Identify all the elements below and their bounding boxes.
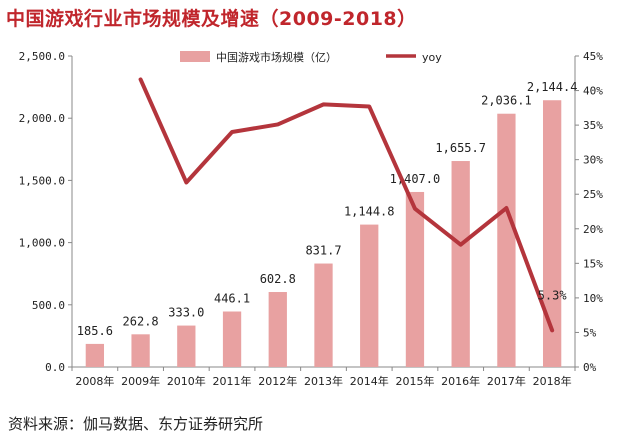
bar-value-label: 2,036.1 bbox=[481, 94, 532, 108]
yoy-point bbox=[367, 104, 371, 108]
x-tick-label: 2010年 bbox=[167, 374, 206, 388]
bar bbox=[268, 292, 287, 367]
source-note: 资料来源：伽马数据、东方证券研究所 bbox=[8, 415, 264, 433]
x-tick-label: 2016年 bbox=[441, 374, 480, 388]
yoy-line bbox=[138, 77, 555, 333]
bar bbox=[451, 161, 470, 367]
bar-value-label: 1,407.0 bbox=[390, 172, 441, 186]
bar bbox=[314, 263, 333, 367]
left-tick-label: 0.0 bbox=[45, 361, 65, 374]
right-tick-label: 15% bbox=[583, 257, 603, 270]
chart-area: 185.6 262.8 333.0 446.1 602.8 831.7 1,144.8 1,4… bbox=[0, 34, 617, 406]
left-tick-label: 1,000.0 bbox=[19, 237, 65, 250]
right-tick-label: 10% bbox=[583, 292, 603, 305]
left-tick-label: 2,000.0 bbox=[19, 112, 65, 125]
left-tick-label: 500.0 bbox=[32, 299, 65, 312]
yoy-point bbox=[230, 130, 234, 134]
bar bbox=[85, 343, 105, 367]
left-tick-label: 2,500.0 bbox=[19, 50, 65, 63]
left-tick-label: 1,500.0 bbox=[19, 174, 65, 187]
bar-value-label: 1,655.7 bbox=[435, 141, 486, 155]
yoy-point bbox=[459, 243, 463, 247]
x-tick-label: 2012年 bbox=[258, 374, 297, 388]
bar-value-label: 333.0 bbox=[168, 306, 204, 320]
bar bbox=[405, 191, 425, 367]
legend-bar-swatch bbox=[180, 51, 210, 62]
x-tick-label: 2017年 bbox=[487, 374, 526, 388]
bar-value-label: 2,144.4 bbox=[527, 80, 578, 94]
right-tick-label: 35% bbox=[583, 119, 603, 132]
yoy-point bbox=[276, 122, 280, 126]
bar-value-label: 185.6 bbox=[77, 324, 113, 338]
bar bbox=[177, 325, 196, 367]
x-tick-label: 2015年 bbox=[395, 374, 434, 388]
bar-value-label: 1,144.8 bbox=[344, 205, 395, 219]
bar bbox=[497, 113, 516, 367]
bar bbox=[360, 224, 379, 367]
yoy-point bbox=[184, 180, 188, 184]
x-tick-label: 2018年 bbox=[533, 374, 572, 388]
yoy-point bbox=[322, 102, 325, 106]
bar-value-label: 831.7 bbox=[305, 244, 341, 258]
yoy-point bbox=[504, 206, 508, 210]
yoy-point bbox=[413, 207, 417, 211]
right-tick-label: 25% bbox=[583, 188, 603, 201]
yoy-point bbox=[550, 328, 554, 332]
right-tick-label: 20% bbox=[583, 223, 603, 236]
x-tick-label: 2011年 bbox=[213, 374, 252, 388]
right-tick-label: 5% bbox=[583, 326, 597, 339]
bar-value-label: 262.8 bbox=[123, 314, 159, 328]
yoy-point bbox=[139, 77, 143, 81]
right-tick-label: 30% bbox=[583, 154, 603, 167]
bar bbox=[131, 334, 150, 367]
bar bbox=[542, 100, 562, 368]
bar bbox=[222, 311, 242, 367]
right-tick-label: 40% bbox=[583, 85, 603, 98]
x-tick-label: 2009年 bbox=[121, 374, 160, 388]
yoy-value-label: 5.3% bbox=[538, 288, 568, 302]
x-tick-label: 2008年 bbox=[75, 374, 114, 388]
bar-value-label: 446.1 bbox=[214, 292, 250, 306]
right-tick-label: 45% bbox=[583, 50, 603, 63]
right-tick-label: 0% bbox=[583, 361, 597, 374]
x-tick-label: 2013年 bbox=[304, 374, 343, 388]
x-tick-label: 2014年 bbox=[350, 374, 389, 388]
chart-title: 中国游戏行业市场规模及增速（2009-2018） bbox=[6, 8, 417, 30]
bar-value-label: 602.8 bbox=[260, 272, 296, 286]
legend-bar-label: 中国游戏市场规模（亿） bbox=[216, 50, 337, 64]
combo-chart: 185.6 262.8 333.0 446.1 602.8 831.7 1,144.8 1,4… bbox=[19, 50, 604, 388]
legend-line-label: yoy bbox=[422, 51, 442, 64]
